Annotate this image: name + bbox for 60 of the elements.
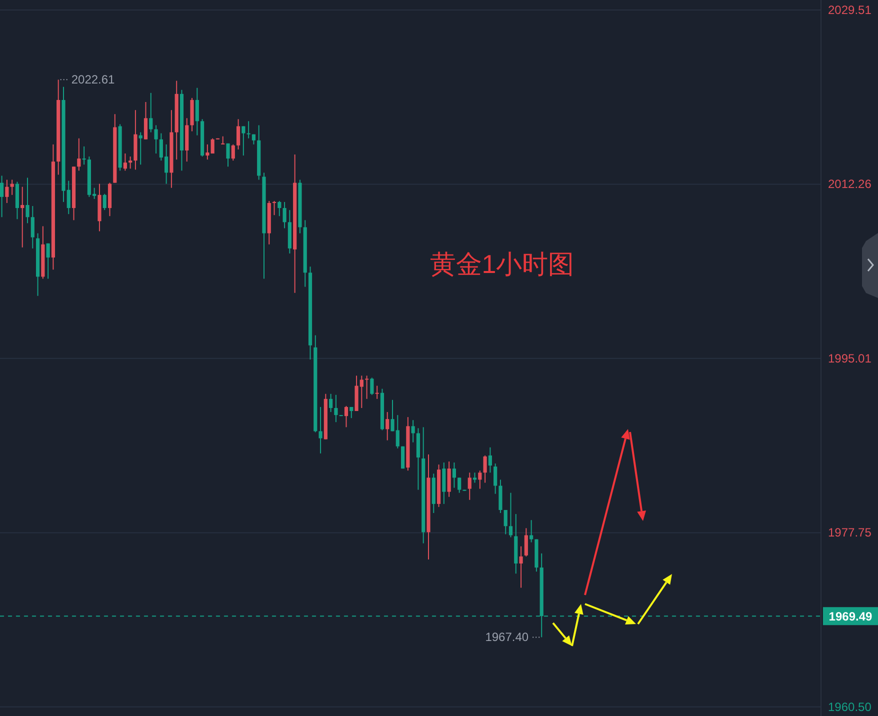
- candlestick: [206, 144, 210, 160]
- candlestick: [452, 462, 456, 488]
- candlestick: [272, 200, 276, 216]
- candlestick: [246, 120, 250, 139]
- candlestick: [226, 142, 230, 168]
- candlestick: [236, 118, 240, 150]
- candlestick: [530, 520, 534, 543]
- candlestick: [149, 92, 153, 133]
- candlestick: [138, 132, 142, 166]
- text: 黄金1小时图: [430, 249, 574, 279]
- candlestick: [375, 385, 379, 400]
- y-tick-label: 1995.01: [828, 351, 872, 366]
- candlestick: [46, 242, 50, 280]
- candlestick: [195, 87, 199, 136]
- candlestick: [242, 126, 246, 156]
- candlestick: [282, 201, 286, 229]
- y-tick-label: 2012.26: [828, 177, 872, 192]
- candlestick: [210, 138, 214, 154]
- candlestick: [458, 477, 462, 494]
- candlestick: [365, 375, 369, 400]
- candlestick: [82, 146, 86, 166]
- ref-line-label: 1969.49: [828, 610, 873, 624]
- candlestick: [128, 156, 132, 170]
- candlestick: [123, 153, 127, 172]
- candlestick: [370, 377, 374, 396]
- candlestick: [5, 179, 9, 204]
- candlestick: [30, 206, 34, 249]
- candlestick: [447, 461, 451, 498]
- candlestick: [488, 446, 492, 474]
- candlestick: [504, 509, 508, 535]
- y-tick-label: 1960.50: [828, 700, 872, 714]
- candlestick: [278, 200, 282, 217]
- candlestick: [442, 462, 446, 504]
- annotation: 2022.61: [71, 72, 116, 87]
- candlestick: [77, 138, 81, 172]
- candlestick: [472, 472, 477, 484]
- y-tick-label: 1977.75: [828, 526, 872, 540]
- candlestick: [524, 528, 528, 557]
- candlestick: [519, 546, 523, 588]
- candlestick: [0, 175, 4, 218]
- candlestick: [26, 177, 30, 224]
- candlestick: [468, 472, 472, 500]
- candlestick: [102, 193, 106, 211]
- candlestick: [329, 393, 333, 413]
- candlestick: [478, 470, 482, 490]
- candlestick: [154, 124, 158, 154]
- candlestick: [494, 463, 498, 494]
- y-tick-label: 2029.51: [828, 3, 872, 17]
- candlestick: [231, 144, 235, 162]
- annotation: 1967.40: [485, 630, 529, 644]
- candlestick: [508, 492, 513, 538]
- candlestick: [318, 406, 322, 454]
- candlestick: [10, 179, 14, 196]
- candlestick: [144, 101, 148, 140]
- candlestick: [386, 412, 390, 441]
- candlestick: [483, 454, 487, 484]
- candlestick: [334, 394, 338, 423]
- candlestick: [344, 405, 348, 428]
- candlestick: [20, 186, 24, 248]
- candlestick: [411, 420, 415, 443]
